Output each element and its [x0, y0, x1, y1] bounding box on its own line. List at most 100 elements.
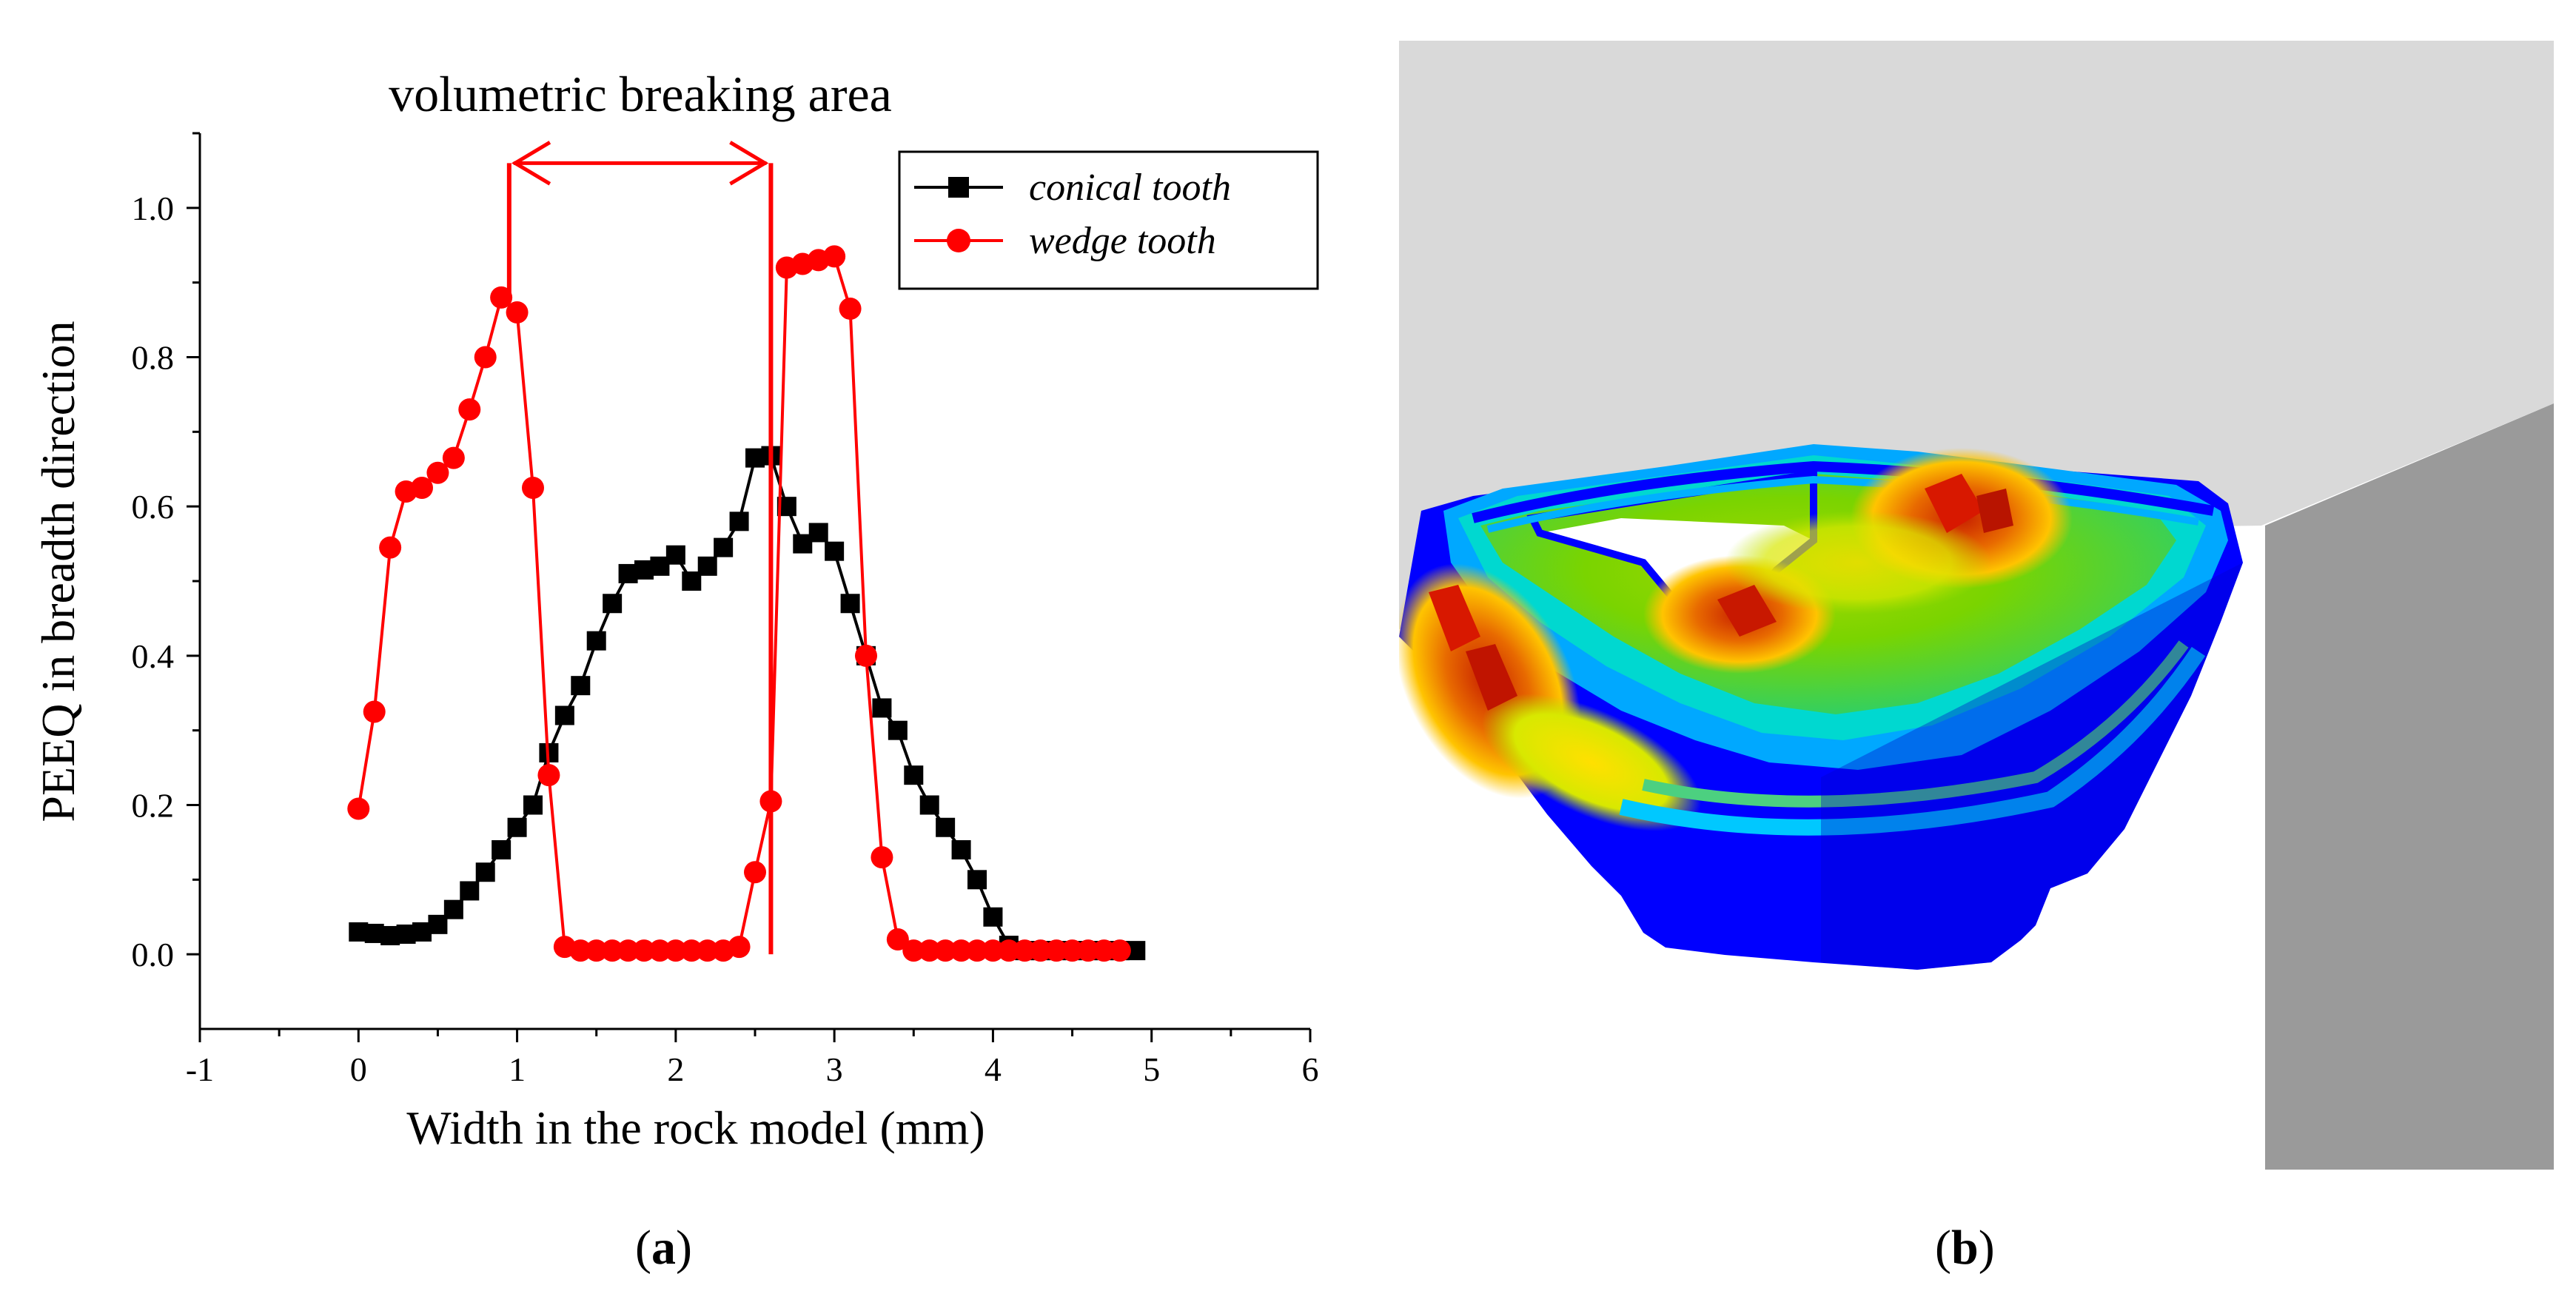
data-point-wedge-tooth	[950, 939, 973, 962]
data-point-wedge-tooth	[966, 939, 988, 962]
data-point-conical-tooth	[554, 705, 574, 725]
x-tick-label: 1	[509, 1050, 526, 1088]
data-point-wedge-tooth	[522, 476, 544, 499]
data-point-wedge-tooth	[1029, 939, 1052, 962]
data-point-wedge-tooth	[474, 346, 497, 369]
data-point-wedge-tooth	[696, 939, 719, 962]
data-point-wedge-tooth	[728, 936, 751, 959]
y-axis-label: PEEQ in breadth direction	[32, 321, 84, 822]
data-point-wedge-tooth	[855, 644, 877, 667]
x-tick-label: 2	[667, 1050, 684, 1088]
y-tick-label: 0.2	[132, 787, 175, 825]
x-tick-label: 6	[1302, 1050, 1319, 1088]
data-point-conical-tooth	[951, 840, 971, 859]
data-point-wedge-tooth	[1045, 939, 1068, 962]
red-facet	[1717, 585, 1777, 637]
x-tick-label: 3	[826, 1050, 843, 1088]
data-point-wedge-tooth	[379, 536, 402, 559]
data-point-wedge-tooth	[918, 939, 941, 962]
data-point-wedge-tooth	[648, 939, 671, 962]
data-point-wedge-tooth	[744, 861, 766, 884]
data-point-wedge-tooth	[871, 846, 893, 869]
data-point-wedge-tooth	[680, 939, 703, 962]
background-dark-plane	[2265, 403, 2554, 1170]
x-axis-label: Width in the rock model (mm)	[406, 1101, 985, 1154]
data-point-conical-tooth	[808, 523, 828, 543]
series-line-wedge-tooth	[357, 254, 1120, 953]
data-point-wedge-tooth	[1061, 939, 1084, 962]
annotation-arrow-head-right	[729, 141, 769, 186]
data-point-wedge-tooth	[458, 398, 481, 421]
data-point-conical-tooth	[603, 594, 623, 614]
data-point-conical-tooth	[888, 720, 908, 740]
legend-marker-wedge	[947, 229, 970, 252]
data-point-wedge-tooth	[442, 446, 465, 469]
data-point-conical-tooth	[936, 817, 956, 837]
data-point-conical-tooth	[475, 862, 495, 882]
data-point-conical-tooth	[571, 676, 591, 696]
data-point-conical-tooth	[919, 795, 939, 815]
red-facet	[1429, 585, 1480, 651]
data-point-wedge-tooth	[411, 476, 433, 499]
data-point-conical-tooth	[665, 545, 685, 565]
data-point-wedge-tooth	[601, 939, 624, 962]
y-tick-label: 0.8	[132, 339, 175, 377]
yellow-zone	[1482, 694, 1701, 831]
x-tick-label: 0	[350, 1050, 367, 1088]
data-point-wedge-tooth	[1013, 939, 1036, 962]
data-point-conical-tooth	[825, 541, 845, 561]
y-tick-label: 1.0	[132, 190, 175, 227]
caption-b-letter: b	[1951, 1221, 1979, 1275]
data-point-wedge-tooth	[490, 286, 513, 309]
dark-plane-overlay	[1821, 563, 2243, 970]
red-facet	[1976, 489, 2013, 533]
data-point-wedge-tooth	[823, 245, 846, 268]
x-tick-label: -1	[186, 1050, 214, 1088]
data-point-conical-tooth	[507, 817, 527, 837]
data-point-conical-tooth	[697, 556, 717, 576]
data-point-conical-tooth	[443, 899, 463, 919]
data-point-conical-tooth	[460, 881, 480, 901]
caption-a: (a)	[635, 1221, 692, 1275]
data-point-conical-tooth	[872, 698, 892, 718]
data-point-wedge-tooth	[569, 939, 592, 962]
data-point-wedge-tooth	[934, 939, 957, 962]
legend-box	[898, 150, 1319, 290]
data-point-conical-tooth	[492, 840, 511, 859]
caption-b: (b)	[1935, 1221, 1995, 1275]
caption-a-letter: a	[651, 1221, 676, 1275]
data-point-wedge-tooth	[1108, 939, 1131, 962]
data-point-wedge-tooth	[1077, 939, 1099, 962]
data-point-conical-tooth	[523, 795, 543, 815]
data-point-wedge-tooth	[585, 939, 608, 962]
data-point-wedge-tooth	[506, 301, 529, 323]
data-point-conical-tooth	[714, 537, 734, 557]
data-point-wedge-tooth	[982, 939, 1004, 962]
data-point-wedge-tooth	[997, 939, 1020, 962]
x-tick-label: 4	[985, 1050, 1002, 1088]
lower-band-cyan	[1619, 646, 2206, 836]
data-point-conical-tooth	[586, 631, 606, 651]
legend-label-conical: conical tooth	[1029, 167, 1231, 209]
data-point-wedge-tooth	[664, 939, 687, 962]
red-facet	[1925, 474, 1984, 533]
y-tick-label: 0.0	[132, 936, 175, 973]
chart-legend: conical tooth wedge tooth	[898, 150, 1319, 290]
yellow-zone	[1725, 511, 1991, 614]
data-point-wedge-tooth	[633, 939, 655, 962]
top-edge-band	[1472, 460, 2215, 523]
chart-title: volumetric breaking area	[389, 66, 892, 122]
data-point-conical-tooth	[983, 907, 1003, 927]
annotation-arrow-head-left	[511, 141, 551, 186]
data-point-wedge-tooth	[426, 461, 449, 484]
data-point-wedge-tooth	[617, 939, 640, 962]
x-tick-label: 5	[1143, 1050, 1160, 1088]
data-point-wedge-tooth	[537, 764, 560, 787]
data-point-conical-tooth	[729, 512, 749, 532]
top-edge-band-inner	[1486, 475, 2199, 533]
y-tick-label: 0.4	[132, 637, 175, 675]
data-point-conical-tooth	[967, 870, 987, 890]
peeq-chart: volumetric breaking area -1 0 1 2 3 4 5 6 0.0 0.2…	[32, 66, 1319, 1154]
data-point-conical-tooth	[904, 765, 924, 785]
